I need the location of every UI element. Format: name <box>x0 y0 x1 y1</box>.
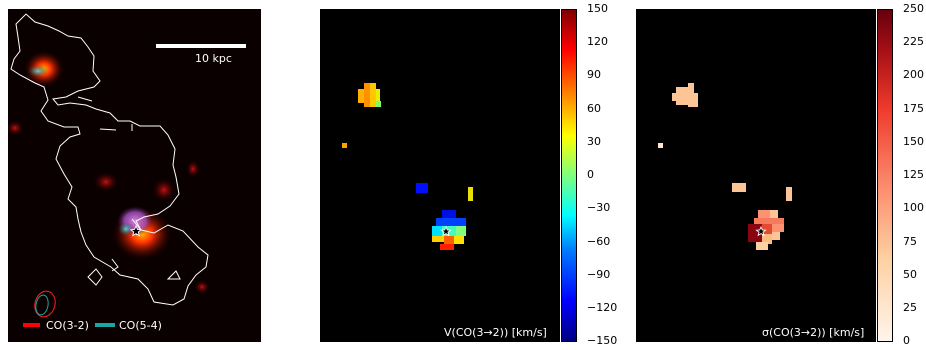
star-marker <box>755 225 767 237</box>
dispersion-pixel <box>732 183 746 192</box>
scale-bar <box>156 44 246 48</box>
dispersion-pixels-center <box>748 210 784 250</box>
co-intensity-panel: 10 kpc CO(3-2) CO(5-4) <box>8 9 261 342</box>
tick-label: 225 <box>903 35 924 48</box>
tick-label: 25 <box>903 301 917 314</box>
galaxy-contour <box>10 13 209 306</box>
dispersion-pixel <box>786 187 792 201</box>
tick-label: 175 <box>903 102 924 115</box>
tick-label: 150 <box>587 2 608 15</box>
emission-blob <box>152 178 176 202</box>
tick-label: −30 <box>587 201 611 214</box>
tick-label: −60 <box>587 235 611 248</box>
beam-co54 <box>35 294 49 316</box>
star-marker <box>440 225 452 237</box>
tick-label: 0 <box>903 334 910 347</box>
emission-center-co54 <box>118 222 134 236</box>
beam-co32 <box>34 290 56 318</box>
emission-blob <box>194 280 210 294</box>
contour-inner <box>77 96 93 102</box>
dispersion-colorbar <box>877 9 893 342</box>
tick-label: 250 <box>903 2 924 15</box>
legend-swatch-co32 <box>23 323 40 327</box>
velocity-panel: V(CO(3→2)) [km/s] <box>320 9 560 342</box>
dispersion-axis-label: σ(CO(3→2)) [km/s] <box>762 326 865 339</box>
tick-label: 150 <box>903 135 924 148</box>
velocity-pixel <box>468 187 473 201</box>
emission-north-co54 <box>28 65 48 77</box>
velocity-map <box>342 83 473 250</box>
tick-label: −90 <box>587 268 611 281</box>
velocity-pixel <box>342 143 347 148</box>
contour-inner <box>111 258 119 272</box>
tick-label: 120 <box>587 35 608 48</box>
dispersion-pixel <box>658 143 663 148</box>
velocity-colorbar <box>561 9 577 342</box>
contour-inner <box>87 268 103 286</box>
tick-label: 125 <box>903 168 924 181</box>
dispersion-pixels-north <box>672 83 698 107</box>
tick-label: 200 <box>903 68 924 81</box>
tick-label: 30 <box>587 135 601 148</box>
tick-label: 0 <box>587 168 594 181</box>
contour-inner <box>166 270 181 280</box>
tick-label: 60 <box>587 102 601 115</box>
tick-label: 75 <box>903 235 917 248</box>
legend-swatch-co54 <box>95 323 115 327</box>
emission-blob <box>93 172 119 192</box>
tick-label: 100 <box>903 201 924 214</box>
emission-blob <box>8 120 24 136</box>
tick-label: 50 <box>903 268 917 281</box>
tick-label: 90 <box>587 68 601 81</box>
star-marker <box>129 224 143 237</box>
contour-inner <box>99 128 117 131</box>
velocity-pixels-north <box>358 83 381 107</box>
velocity-pixel <box>416 183 428 193</box>
dispersion-map <box>658 83 792 250</box>
scale-label: 10 kpc <box>195 52 232 65</box>
tick-label: −150 <box>587 334 618 347</box>
dispersion-panel: σ(CO(3→2)) [km/s] <box>636 9 876 342</box>
tick-label: −120 <box>587 301 618 314</box>
legend-label-co54: CO(5-4) <box>119 319 162 332</box>
co-intensity-map <box>8 13 246 327</box>
emission-blob <box>186 160 200 178</box>
legend-label-co32: CO(3-2) <box>46 319 89 332</box>
velocity-axis-label: V(CO(3→2)) [km/s] <box>444 326 547 339</box>
